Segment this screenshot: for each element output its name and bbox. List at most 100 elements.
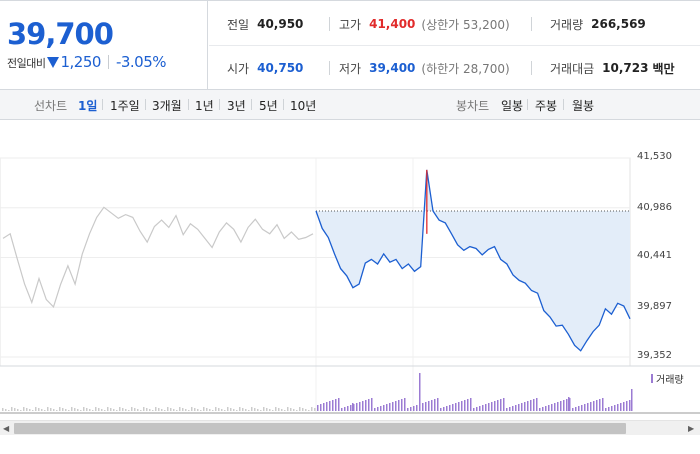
volume-bar	[539, 408, 541, 411]
volume-bar	[413, 406, 415, 411]
volume-bar	[422, 403, 424, 411]
down-arrow-icon	[47, 57, 60, 68]
period-5y[interactable]: 5년	[259, 99, 278, 113]
volume-bar	[503, 398, 505, 411]
volume-bar	[593, 401, 595, 411]
volume-bar	[377, 407, 379, 411]
volume-bar	[473, 408, 475, 411]
volume-bar	[71, 407, 73, 411]
volume-bar	[542, 407, 544, 411]
volume-bar	[104, 410, 106, 411]
amount-unit: 백만	[652, 61, 675, 76]
volume-bar	[140, 410, 142, 411]
volume-bar	[599, 399, 601, 411]
volume-bar	[440, 408, 442, 411]
volume-bar	[194, 408, 196, 411]
volume-bar	[347, 406, 349, 411]
period-3m[interactable]: 3개월	[152, 99, 182, 113]
volume-bar	[95, 407, 97, 411]
volume-bar	[575, 407, 577, 411]
trade-amount: 거래대금 10,723 백만	[550, 46, 675, 90]
volume-bar	[446, 406, 448, 411]
upper-limit: (상한가 53,200)	[421, 17, 510, 32]
volume-bar	[386, 404, 388, 411]
volume-bar	[362, 401, 364, 411]
period-3y[interactable]: 3년	[227, 99, 246, 113]
volume-bar	[476, 407, 478, 411]
period-10y[interactable]: 10년	[290, 99, 317, 113]
volume-bar	[200, 410, 202, 411]
volume-bar	[470, 398, 472, 411]
volume-bar	[533, 399, 535, 411]
volume-bar	[170, 408, 172, 411]
volume-bar	[173, 409, 175, 411]
volume-bar	[404, 398, 406, 411]
amount-value: 10,723	[602, 61, 649, 75]
volume-legend: 거래량	[651, 371, 684, 386]
period-1d[interactable]: 1일	[78, 99, 98, 113]
volume-bar	[620, 403, 622, 411]
volume-bar	[560, 401, 562, 411]
y-tick-label: 39,897	[637, 301, 672, 312]
volume-bar	[86, 408, 88, 411]
volume-bar	[164, 410, 166, 411]
volume-bar	[251, 407, 253, 411]
volume-bar	[467, 399, 469, 411]
volume-bar	[188, 410, 190, 411]
volume-bar	[602, 398, 604, 411]
volume-bar	[434, 399, 436, 411]
scroll-left-icon[interactable]: ◀	[3, 424, 10, 433]
volume-bar	[218, 408, 220, 411]
volume-bar	[323, 403, 325, 411]
volume-bar	[53, 409, 55, 411]
volume-bar	[191, 407, 193, 411]
candle-monthly[interactable]: 월봉	[572, 99, 595, 113]
volume-bar	[263, 407, 265, 411]
volume-bar	[314, 408, 316, 411]
volume-bar	[530, 400, 532, 411]
volume-bar	[557, 402, 559, 411]
current-price: 39,700	[7, 17, 114, 51]
volume-bar	[296, 410, 298, 411]
candle-daily[interactable]: 일봉	[501, 99, 524, 113]
volume-bar	[254, 408, 256, 411]
volume-bar	[269, 409, 271, 411]
volume-bar	[338, 398, 340, 411]
volume-bar	[284, 410, 286, 411]
volume-bar	[548, 405, 550, 411]
volume-bar	[551, 404, 553, 411]
volume-bar	[155, 407, 157, 411]
volume-bar	[50, 408, 52, 411]
scroll-right-icon[interactable]: ▶	[688, 424, 695, 433]
volume-bar	[380, 406, 382, 411]
divider	[188, 99, 189, 110]
volume-bar	[305, 409, 307, 411]
volume-bar	[506, 408, 508, 411]
volume-bar	[572, 408, 574, 411]
volume-bar	[521, 403, 523, 411]
volume-bar	[278, 408, 280, 411]
volume-bar	[83, 407, 85, 411]
volume-bar	[569, 398, 571, 411]
volume-bar	[125, 409, 127, 411]
candle-weekly[interactable]: 주봉	[535, 99, 558, 113]
prev-day-series-line	[2, 206, 314, 309]
open-value: 40,750	[257, 61, 304, 75]
horizontal-scrollbar[interactable]: ◀ ▶	[0, 420, 700, 435]
volume-bar	[65, 409, 67, 411]
volume-bar	[230, 408, 232, 411]
volume-bar	[185, 409, 187, 411]
volume-bar	[146, 408, 148, 411]
volume-bar	[17, 409, 19, 411]
volume-bar	[398, 400, 400, 411]
divider	[107, 55, 109, 69]
volume-bar	[494, 401, 496, 411]
period-1w[interactable]: 1주일	[110, 99, 140, 113]
volume-bar	[631, 389, 633, 411]
period-1y[interactable]: 1년	[195, 99, 214, 113]
amount-label: 거래대금	[550, 61, 595, 76]
volume-bar	[11, 407, 13, 411]
scrollbar-thumb[interactable]	[14, 423, 626, 434]
open-label: 시가	[227, 61, 250, 76]
volume-bar	[38, 408, 40, 411]
